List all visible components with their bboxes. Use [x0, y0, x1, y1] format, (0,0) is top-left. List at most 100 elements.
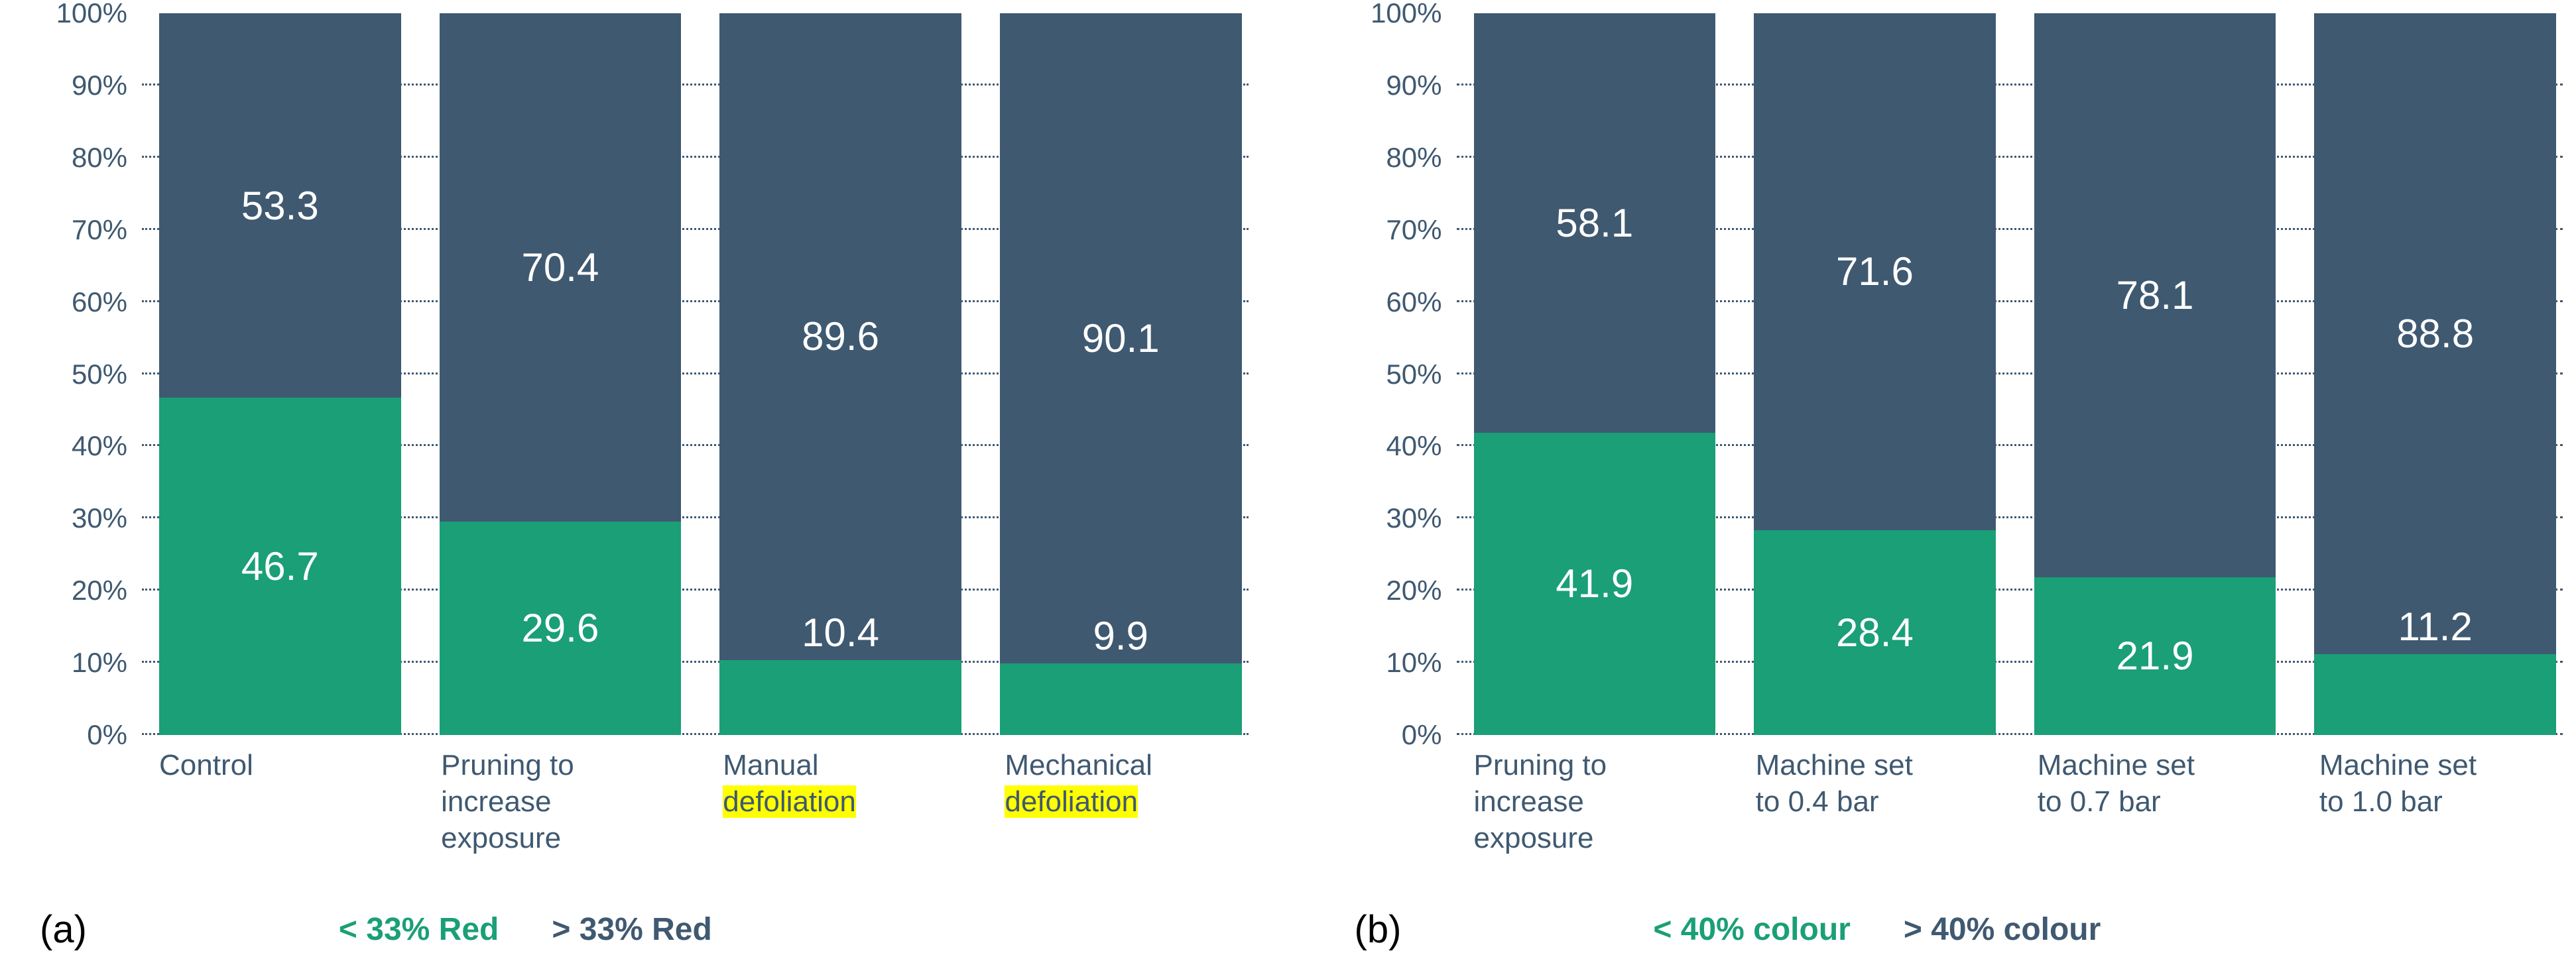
bar-segment-high: 89.6 [719, 13, 961, 660]
category-label-word: defoliation [723, 785, 856, 818]
category-label-word: 1.0 [2352, 785, 2392, 818]
stacked-bar: 90.19.9 [1000, 13, 1242, 735]
y-tick-label: 80% [1328, 142, 1454, 174]
bar-segment-low: 46.7 [159, 398, 401, 735]
category-label-word: bar [1837, 785, 1879, 818]
y-tick-label: 50% [13, 359, 139, 390]
bar-segment-low: 29.6 [440, 522, 682, 735]
category-label-word: Machine [1756, 749, 1866, 781]
category-label: Mechanicaldefoliation [1005, 747, 1248, 907]
y-tick-label: 60% [1328, 286, 1454, 318]
y-tick-label: 20% [1328, 575, 1454, 606]
stacked-bar: 70.429.6 [440, 13, 682, 735]
bar-segment-low-value: 11.2 [2398, 604, 2473, 650]
bar-segment-high: 53.3 [159, 13, 401, 398]
bar-column: 58.141.9 [1474, 13, 1716, 735]
legend-low-label: < 40% colour [1653, 911, 1850, 948]
stacked-bar: 53.346.7 [159, 13, 401, 735]
category-label: Pruning toincreaseexposure [441, 747, 684, 907]
bar-column: 88.811.2 [2314, 13, 2556, 735]
panel-a-plot: 53.346.770.429.689.610.490.19.9 [146, 13, 1249, 735]
category-label: Machine set to 1.0 bar [2319, 747, 2563, 907]
y-tick-label: 20% [13, 575, 139, 606]
category-label: Manual defoliation [723, 747, 966, 907]
bar-column: 71.628.4 [1754, 13, 1996, 735]
category-label-word: set [1874, 749, 1913, 781]
panel-a-chart: 0%10%20%30%40%50%60%70%80%90%100% 53.346… [13, 13, 1249, 735]
bar-column: 90.19.9 [1000, 13, 1242, 735]
panel-b-y-axis: 0%10%20%30%40%50%60%70%80%90%100% [1328, 13, 1461, 735]
panel-b-chart: 0%10%20%30%40%50%60%70%80%90%100% 58.141… [1328, 13, 2563, 735]
bar-segment-low: 28.4 [1754, 530, 1996, 735]
category-label-word: exposure [1474, 822, 1594, 854]
category-label-word: increase [441, 785, 551, 818]
category-label-word: to [2319, 785, 2344, 818]
category-label-word: Machine [2319, 749, 2429, 781]
panel-b-legend: < 40% colour > 40% colour [1653, 911, 2101, 948]
category-label-word: set [2437, 749, 2477, 781]
y-tick-label: 70% [1328, 214, 1454, 246]
bar-column: 53.346.7 [159, 13, 401, 735]
bar-segment-high: 88.8 [2314, 13, 2556, 654]
category-label: Control [159, 747, 402, 907]
panel-a-legend: < 33% Red > 33% Red [339, 911, 712, 948]
category-label-word: set [2156, 749, 2195, 781]
legend-high-label: > 40% colour [1904, 911, 2101, 948]
legend-low-label: < 33% Red [339, 911, 499, 948]
figure: 0%10%20%30%40%50%60%70%80%90%100% 53.346… [13, 13, 2563, 952]
bar-segment-low: 41.9 [1474, 433, 1716, 735]
y-tick-label: 50% [1328, 359, 1454, 390]
category-label-word: bar [2400, 785, 2443, 818]
y-tick-label: 30% [13, 502, 139, 534]
panel-b-footer: (b) < 40% colour > 40% colour [1328, 907, 2563, 952]
category-label-word: Pruning [441, 749, 542, 781]
category-label-word: Mechanical [1005, 749, 1152, 781]
bar-segment-high: 58.1 [1474, 13, 1716, 433]
stacked-bar: 88.811.2 [2314, 13, 2556, 735]
y-tick-label: 0% [13, 719, 139, 751]
panel-b: 0%10%20%30%40%50%60%70%80%90%100% 58.141… [1328, 13, 2563, 952]
panel-a-category-labels: ControlPruning toincreaseexposureManuald… [13, 735, 1249, 907]
y-tick-label: 10% [1328, 647, 1454, 679]
bar-segment-low: 11.2 [2314, 654, 2556, 735]
y-tick-label: 0% [1328, 719, 1454, 751]
category-label-word: increase [1474, 785, 1584, 818]
y-tick-label: 90% [13, 70, 139, 101]
category-label-word: Pruning [1474, 749, 1575, 781]
bar-column: 70.429.6 [440, 13, 682, 735]
y-tick-label: 80% [13, 142, 139, 174]
y-tick-label: 40% [13, 430, 139, 462]
y-tick-label: 100% [13, 0, 139, 29]
category-label: Machine setto 0.7 bar [2038, 747, 2281, 907]
category-label: Machine setto 0.4 bar [1756, 747, 1999, 907]
panel-a-footer: (a) < 33% Red > 33% Red [13, 907, 1249, 952]
category-label-word: Manual [723, 749, 818, 781]
stacked-bar: 71.628.4 [1754, 13, 1996, 735]
category-label-word: to [1582, 749, 1607, 781]
y-tick-label: 100% [1328, 0, 1454, 29]
bar-column: 78.121.9 [2034, 13, 2276, 735]
panel-b-letter: (b) [1355, 907, 1402, 952]
panel-a-letter: (a) [40, 907, 87, 952]
panel-b-category-labels: Pruning to increase exposure Machine setto … [1328, 735, 2563, 907]
y-tick-label: 10% [13, 647, 139, 679]
panel-a-y-axis: 0%10%20%30%40%50%60%70%80%90%100% [13, 13, 146, 735]
bar-segment-high: 70.4 [440, 13, 682, 522]
bar-segment-high: 90.1 [1000, 13, 1242, 663]
bar-segment-low: 9.9 [1000, 663, 1242, 735]
category-label-word: 0.7 [2070, 785, 2111, 818]
y-tick-label: 60% [13, 286, 139, 318]
stacked-bar: 78.121.9 [2034, 13, 2276, 735]
category-label-word: Control [159, 749, 253, 781]
bar-segment-high: 78.1 [2034, 13, 2276, 577]
panel-a: 0%10%20%30%40%50%60%70%80%90%100% 53.346… [13, 13, 1249, 952]
category-label-word: Machine [2038, 749, 2148, 781]
category-label-word: exposure [441, 822, 561, 854]
y-tick-label: 90% [1328, 70, 1454, 101]
legend-high-label: > 33% Red [552, 911, 711, 948]
bar-segment-low: 21.9 [2034, 577, 2276, 735]
stacked-bar: 89.610.4 [719, 13, 961, 735]
category-label-word: bar [2118, 785, 2161, 818]
category-label: Pruning to increase exposure [1474, 747, 1717, 907]
stacked-bar: 58.141.9 [1474, 13, 1716, 735]
